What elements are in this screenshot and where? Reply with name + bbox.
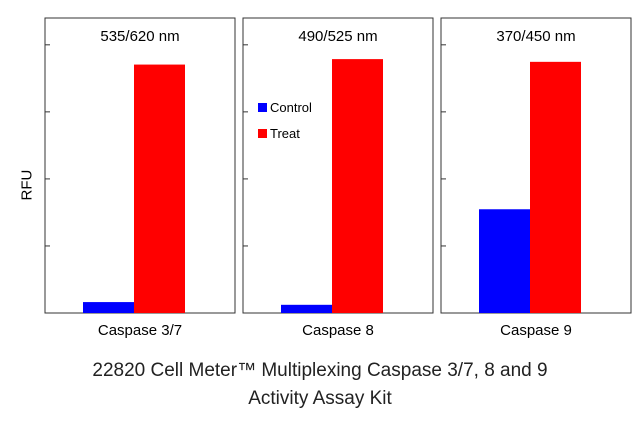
caption-line-1: 22820 Cell Meter™ Multiplexing Caspase 3… (92, 360, 548, 381)
category-label-1: Caspase 3/7 (97, 322, 183, 339)
bar-treat-2 (332, 59, 383, 313)
legend-swatch-treat (258, 128, 267, 138)
bar-control-1 (83, 302, 134, 313)
bar-treat-1 (134, 64, 185, 313)
panel-title-1: 535/620 nm (100, 28, 180, 45)
legend-swatch-control (258, 102, 267, 112)
panel-title-3: 370/450 nm (496, 28, 576, 45)
bar-treat-3 (530, 61, 581, 314)
category-label-2: Caspase 8 (302, 322, 374, 339)
legend: Control Treat (258, 94, 312, 146)
legend-item-treat: Treat (258, 120, 312, 146)
caption-line-2: Activity Assay Kit (248, 388, 392, 409)
legend-item-control: Control (258, 94, 312, 120)
legend-label-treat: Treat (270, 125, 300, 141)
panel-title-2: 490/525 nm (298, 28, 378, 45)
bar-control-2 (281, 304, 332, 313)
legend-label-control: Control (270, 99, 312, 115)
bar-control-3 (479, 209, 530, 313)
category-label-3: Caspase 9 (500, 322, 572, 339)
